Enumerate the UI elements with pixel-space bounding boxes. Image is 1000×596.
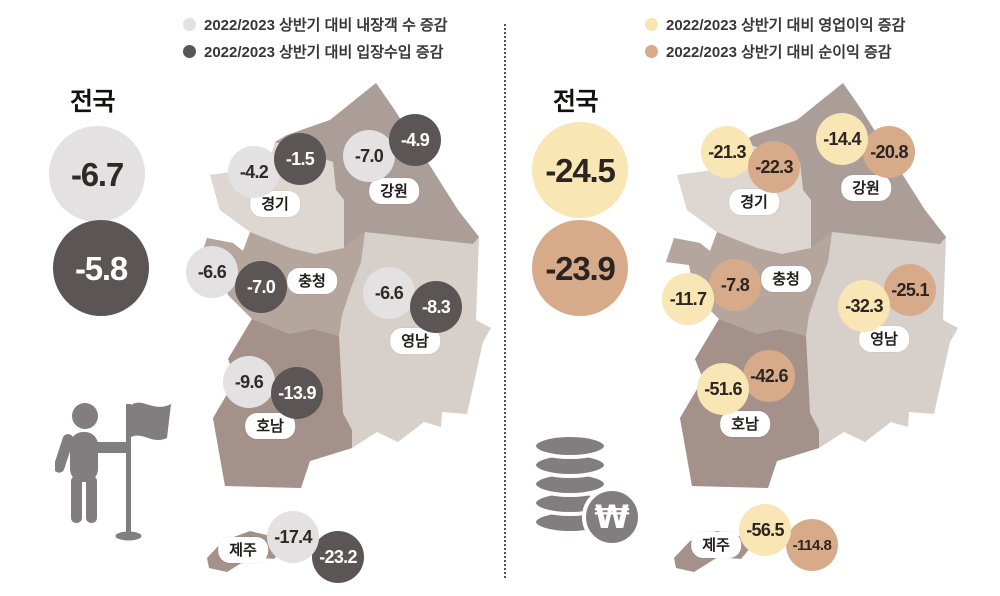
region-label-gyeonggi: 경기	[729, 189, 779, 215]
legend-label-visitors: 2022/2023 상반기 대비 내장객 수 증감	[204, 17, 448, 34]
national-bubble-net-profit: -23.9	[532, 220, 628, 316]
legend-dot-net-profit-icon	[645, 45, 658, 58]
bubble-gyeonggi-visitors: -4.2	[228, 146, 280, 198]
won-symbol: ₩	[594, 498, 629, 536]
legend-item-visitors: 2022/2023 상반기 대비 내장객 수 증감	[183, 14, 448, 35]
bubble-honam-visitors: -9.6	[223, 356, 275, 408]
bubble-chungcheong-admission: -7.0	[235, 261, 287, 313]
legend-label-net-profit: 2022/2023 상반기 대비 순이익 증감	[666, 44, 892, 61]
bubble-chungcheong-visitors: -6.6	[186, 246, 238, 298]
won-badge	[582, 487, 642, 547]
legend-item-operating-profit: 2022/2023 상반기 대비 영업이익 증감	[645, 14, 905, 35]
bubble-chungcheong-operating: -11.7	[662, 273, 714, 325]
bubble-honam-net: -42.6	[743, 350, 795, 402]
bubble-yeongnam-operating: -32.3	[838, 280, 890, 332]
legend-label-operating-profit: 2022/2023 상반기 대비 영업이익 증감	[666, 17, 906, 34]
bubble-jeju-operating: -56.5	[739, 504, 791, 556]
national-title-right: 전국	[553, 88, 599, 116]
legend-right: 2022/2023 상반기 대비 영업이익 증감 2022/2023 상반기 대…	[645, 14, 905, 62]
region-label-chungcheong: 충청	[287, 268, 337, 294]
bubble-gangwon-admission: -4.9	[389, 114, 441, 166]
region-label-jeju: 제주	[691, 532, 741, 558]
bubble-gyeonggi-operating: -21.3	[701, 126, 753, 178]
legend-left: 2022/2023 상반기 대비 내장객 수 증감 2022/2023 상반기 …	[183, 14, 448, 62]
bubble-gangwon-visitors: -7.0	[343, 130, 395, 182]
bubble-yeongnam-admission: -8.3	[410, 281, 462, 333]
legend-dot-operating-profit-icon	[645, 18, 658, 31]
region-label-honam: 호남	[720, 411, 770, 437]
national-title-left: 전국	[70, 88, 116, 116]
bubble-gyeonggi-admission: -1.5	[274, 133, 326, 185]
region-label-jeju: 제주	[218, 537, 268, 563]
region-label-yeongnam: 영남	[390, 328, 440, 354]
bubble-jeju-net: -114.8	[786, 519, 838, 571]
person-with-flag-icon	[53, 400, 175, 550]
bubble-jeju-visitors: -17.4	[267, 511, 319, 563]
bubble-gangwon-net: -20.8	[863, 126, 915, 178]
region-label-chungcheong: 충청	[761, 266, 811, 292]
national-bubble-visitors: -6.7	[49, 126, 145, 222]
legend-item-net-profit: 2022/2023 상반기 대비 순이익 증감	[645, 41, 905, 62]
legend-item-admission-revenue: 2022/2023 상반기 대비 입장수입 증감	[183, 41, 448, 62]
region-label-gangwon: 강원	[841, 175, 891, 201]
legend-label-admission-revenue: 2022/2023 상반기 대비 입장수입 증감	[204, 44, 444, 61]
region-label-gangwon: 강원	[369, 178, 419, 204]
national-bubble-operating-profit: -24.5	[532, 122, 628, 218]
panel-divider	[504, 24, 506, 578]
bubble-yeongnam-visitors: -6.6	[363, 267, 415, 319]
legend-dot-visitors-icon	[183, 18, 196, 31]
bubble-gangwon-operating: -14.4	[816, 113, 868, 165]
bubble-gyeonggi-net: -22.3	[748, 141, 800, 193]
legend-dot-admission-revenue-icon	[183, 45, 196, 58]
bubble-jeju-admission: -23.2	[312, 531, 364, 583]
coin-stack-won-icon: ₩	[528, 432, 643, 547]
bubble-yeongnam-net: -25.1	[884, 264, 936, 316]
region-shape-gangwon	[742, 83, 946, 248]
region-label-honam: 호남	[245, 413, 295, 439]
bubble-honam-operating: -51.6	[697, 363, 749, 415]
bubble-chungcheong-net: -7.8	[709, 259, 761, 311]
bubble-honam-admission: -13.9	[271, 367, 323, 419]
national-bubble-admission-revenue: -5.8	[53, 220, 149, 316]
